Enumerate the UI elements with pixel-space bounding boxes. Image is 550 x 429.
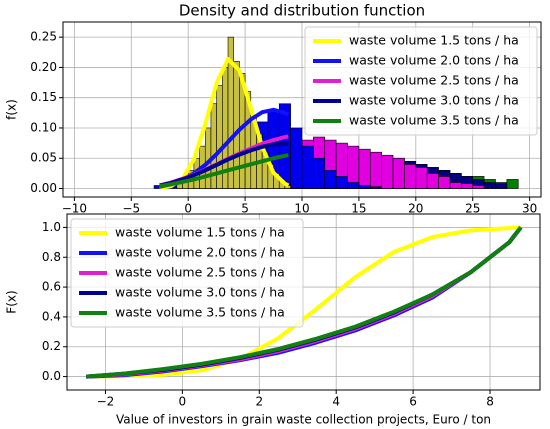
histogram-bar bbox=[358, 185, 371, 189]
x-tick-label: 25 bbox=[465, 202, 480, 216]
line bbox=[159, 153, 289, 189]
y-tick-label: 0.6 bbox=[42, 280, 61, 294]
y-tick-label: 0.00 bbox=[30, 181, 57, 195]
y-tick-label: 0.25 bbox=[30, 30, 57, 44]
x-tick-label: 10 bbox=[294, 202, 309, 216]
y-tick-label: 1.0 bbox=[42, 220, 61, 234]
histogram-bar bbox=[506, 179, 519, 189]
legend-frame bbox=[304, 26, 538, 136]
legend-label: waste volume 3.5 tons / ha bbox=[115, 305, 285, 320]
histogram-bar bbox=[290, 127, 303, 189]
histogram-bar bbox=[461, 183, 474, 189]
histogram-bar bbox=[324, 170, 337, 189]
y-tick-label: 0.0 bbox=[42, 369, 61, 383]
histogram-bar bbox=[472, 185, 485, 189]
chart-title: Density and distribution function bbox=[179, 2, 425, 20]
legend-frame bbox=[70, 218, 304, 328]
histogram-bar bbox=[313, 157, 326, 189]
legend-label: waste volume 2.5 tons / ha bbox=[115, 265, 285, 280]
x-tick-label: 0 bbox=[184, 202, 192, 216]
axes-frame bbox=[62, 21, 542, 198]
legend-label: waste volume 2.5 tons / ha bbox=[349, 73, 519, 88]
histogram-bar bbox=[392, 157, 405, 189]
histogram-bar bbox=[347, 182, 360, 189]
x-tick-label: 2 bbox=[255, 395, 263, 409]
legend-label: waste volume 3.5 tons / ha bbox=[349, 113, 519, 128]
histogram-bar bbox=[449, 182, 462, 189]
line bbox=[159, 141, 289, 188]
x-tick-label: −10 bbox=[62, 202, 87, 216]
axes: −2 0 2 4 6 8 0.0 0.2 0.4 0.6 0.8 1.0 Value of invest… bbox=[5, 213, 541, 427]
legend: waste volume 1.5 tons / ha waste volume 2… bbox=[304, 26, 538, 136]
axes: −10 −5 0 5 10 15 20 25 30 0.00 0.05 0.10 0.15 0.20 0.2… bbox=[5, 2, 542, 216]
histogram-bar bbox=[347, 145, 360, 189]
y-tick-label: 0.20 bbox=[30, 60, 57, 74]
histogram-bar bbox=[404, 164, 417, 189]
line bbox=[86, 225, 521, 379]
x-tick-label: 8 bbox=[486, 395, 494, 409]
histogram-bar bbox=[358, 148, 371, 189]
plot bbox=[86, 225, 523, 379]
x-axis-label: Value of investors in grain waste collec… bbox=[116, 413, 491, 427]
y-tick-label: 0.2 bbox=[42, 339, 61, 353]
legend-label: waste volume 1.5 tons / ha bbox=[349, 33, 519, 48]
y-axis-label: F(x) bbox=[5, 290, 19, 313]
x-tick-label: 20 bbox=[408, 202, 423, 216]
axes-frame bbox=[66, 213, 541, 391]
histogram-bar bbox=[415, 167, 428, 189]
y-axis-label: f(x) bbox=[5, 99, 19, 120]
x-tick-label: −2 bbox=[97, 395, 115, 409]
histogram-bar bbox=[495, 183, 508, 189]
plot bbox=[153, 36, 519, 191]
line bbox=[86, 226, 523, 379]
y-tick-label: 0.4 bbox=[42, 309, 61, 323]
x-tick-label: 15 bbox=[351, 202, 366, 216]
legend-label: waste volume 2.0 tons / ha bbox=[115, 245, 285, 260]
x-tick-label: 30 bbox=[522, 202, 537, 216]
legend-label: waste volume 3.0 tons / ha bbox=[349, 93, 519, 108]
histogram-bar bbox=[381, 154, 394, 189]
histogram-bar bbox=[369, 186, 382, 189]
histogram-bar bbox=[426, 173, 439, 189]
x-tick-label: 6 bbox=[409, 395, 417, 409]
histogram-bar bbox=[369, 151, 382, 189]
y-tick-label: 0.10 bbox=[30, 120, 57, 134]
x-tick-label: 5 bbox=[241, 202, 249, 216]
legend-label: waste volume 1.5 tons / ha bbox=[115, 225, 285, 240]
histogram-bar bbox=[335, 176, 348, 189]
histogram-bar bbox=[438, 176, 451, 189]
legend-label: waste volume 3.0 tons / ha bbox=[115, 285, 285, 300]
legend-label: waste volume 2.0 tons / ha bbox=[349, 53, 519, 68]
x-tick-label: 4 bbox=[332, 395, 340, 409]
y-tick-label: 0.05 bbox=[30, 151, 57, 165]
x-tick-label: 0 bbox=[179, 395, 187, 409]
histogram-bar bbox=[483, 182, 496, 189]
legend: waste volume 1.5 tons / ha waste volume 2… bbox=[70, 218, 304, 328]
x-tick-label: −5 bbox=[122, 202, 140, 216]
y-tick-label: 0.8 bbox=[42, 250, 61, 264]
histogram-bar bbox=[278, 103, 291, 189]
y-tick-label: 0.15 bbox=[30, 90, 57, 104]
histogram-bar bbox=[301, 145, 314, 189]
